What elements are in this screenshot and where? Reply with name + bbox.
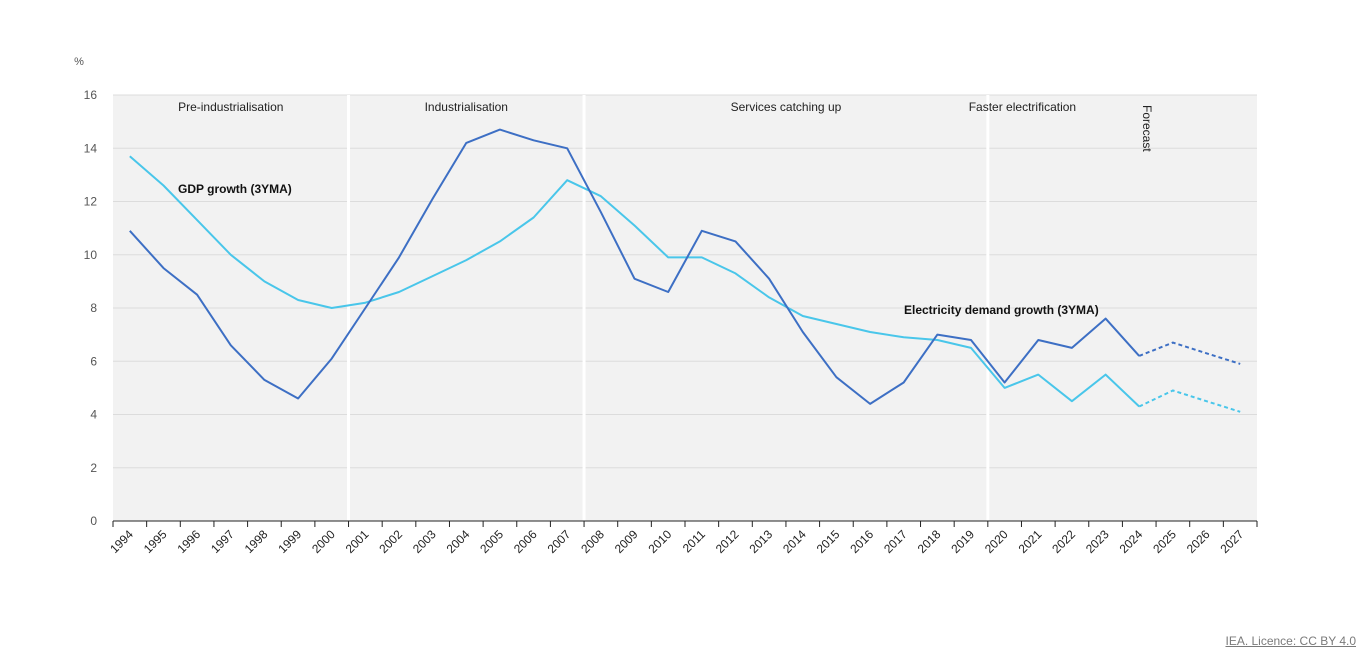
x-tick-label: 2013 [746,527,775,556]
x-axis: 1994 1995 1996 1997 1998 1999 2000 2001 2002 2003… [107,520,1258,556]
x-tick-label: 2008 [578,527,607,556]
series-label: Electricity demand growth (3YMA) [904,303,1099,317]
x-tick-label: 2012 [713,527,742,556]
x-tick-label: 2009 [612,527,641,556]
y-tick-label: 14 [84,141,98,155]
gridlines [113,94,1257,469]
y-axis-unit: % [74,56,84,68]
x-tick-label: 2011 [680,527,708,555]
x-tick-label: 2010 [646,527,675,556]
y-tick-label: 12 [84,195,98,209]
x-tick-label: 1997 [208,527,237,556]
x-tick-label: 2005 [477,527,506,556]
x-tick-label: 2001 [343,527,372,556]
x-tick-label: 2015 [814,527,843,556]
phase-label: Services catching up [731,100,842,114]
x-tick-label: 2002 [376,527,405,556]
y-tick-label: 2 [90,461,97,475]
x-tick-label: 2003 [410,527,439,556]
phase-label: Faster electrification [969,100,1076,114]
y-tick-label: 10 [84,248,98,262]
series-labels: GDP growth (3YMA) Electricity demand grow… [178,182,1099,317]
x-tick-label: 2017 [881,527,910,556]
x-tick-label: 2016 [847,527,876,556]
x-tick-label: 2014 [780,527,809,556]
x-tick-label: 2006 [511,527,540,556]
series-line [129,155,1140,408]
x-tick-label: 2027 [1218,527,1247,556]
phase-bands: Pre-industrialisation Industrialisation Se… [178,95,1154,521]
y-axis-ticks: 0 2 4 6 8 10 12 14 16 [84,88,98,528]
x-tick-label: 2018 [915,527,944,556]
license-link[interactable]: IEA. Licence: CC BY 4.0 [1225,634,1356,648]
x-tick-label: 2026 [1184,527,1213,556]
y-tick-label: 16 [84,88,98,102]
forecast-label: Forecast [1140,105,1154,152]
x-tick-label: 1996 [174,527,203,556]
x-tick-label: 1995 [141,527,170,556]
x-tick-label: 2019 [948,527,977,556]
x-tick-label: 1999 [275,527,304,556]
y-tick-label: 6 [90,354,97,368]
x-tick-label: 2024 [1117,527,1146,556]
series-lines [129,128,1241,413]
y-tick-label: 8 [90,301,97,315]
y-tick-label: 0 [90,514,97,528]
x-tick-label: 2020 [982,527,1011,556]
x-tick-label: 2000 [309,527,338,556]
x-tick-label: 1994 [107,527,136,556]
y-tick-label: 4 [90,408,97,422]
x-tick-label: 2004 [444,527,473,556]
x-tick-label: 1998 [242,527,271,556]
x-tick-label: 2023 [1083,527,1112,556]
series-line [129,128,1140,405]
x-tick-label: 2022 [1049,527,1078,556]
x-tick-label: 2021 [1016,527,1045,556]
phase-label: Industrialisation [425,100,508,114]
phase-label: Pre-industrialisation [178,100,283,114]
x-tick-label: 2025 [1150,527,1179,556]
x-tick-label: 2007 [545,527,574,556]
series-label: GDP growth (3YMA) [178,182,292,196]
